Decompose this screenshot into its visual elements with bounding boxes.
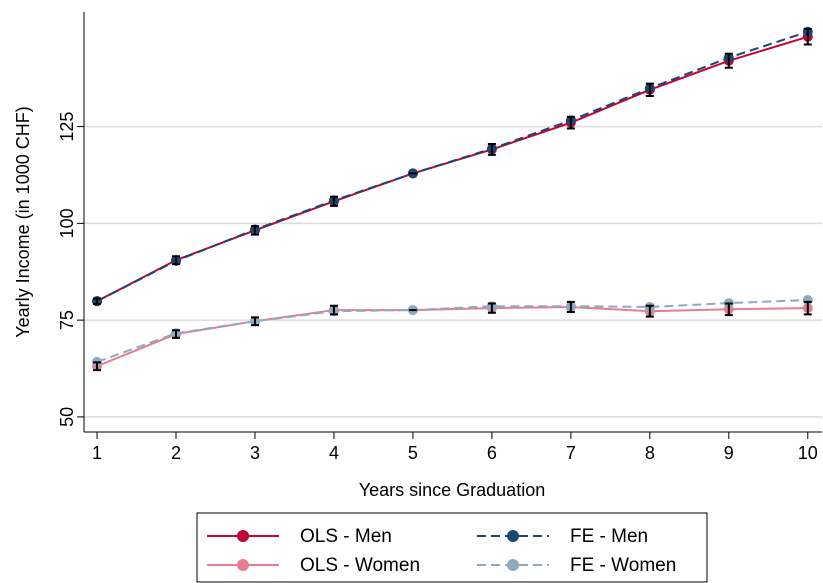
legend-marker xyxy=(237,559,249,571)
error-bar xyxy=(172,255,181,265)
y-tick-label: 50 xyxy=(57,407,77,427)
error-bar xyxy=(329,195,338,207)
x-tick-label: 6 xyxy=(487,443,497,463)
error-bar xyxy=(803,300,812,316)
x-tick-label: 8 xyxy=(645,443,655,463)
x-tick-label: 2 xyxy=(171,443,181,463)
x-tick-label: 7 xyxy=(566,443,576,463)
legend-marker xyxy=(507,530,519,542)
x-tick-label: 10 xyxy=(798,443,818,463)
x-tick-label: 5 xyxy=(408,443,418,463)
x-tick-label: 3 xyxy=(250,443,260,463)
legend-label: FE - Men xyxy=(570,526,648,547)
y-axis-label: Yearly Income (in 1000 CHF) xyxy=(13,106,33,337)
y-tick-label: 100 xyxy=(57,208,77,238)
error-bar xyxy=(487,302,496,314)
error-bar xyxy=(172,329,181,339)
legend-label: OLS - Men xyxy=(300,526,392,547)
error-bar xyxy=(645,82,654,97)
error-bar xyxy=(724,52,733,69)
error-bar xyxy=(645,304,654,318)
error-bar xyxy=(250,316,259,327)
x-tick-label: 1 xyxy=(92,443,102,463)
x-axis-label: Years since Graduation xyxy=(359,480,545,500)
legend-label: FE - Women xyxy=(570,555,676,576)
x-tick-label: 9 xyxy=(724,443,734,463)
y-tick-label: 125 xyxy=(57,112,77,142)
error-bar xyxy=(93,297,102,305)
error-bar xyxy=(487,143,496,156)
legend-box xyxy=(196,512,708,583)
legend-marker xyxy=(237,530,249,542)
y-tick-label: 75 xyxy=(57,310,77,330)
series-line xyxy=(96,30,809,303)
legend-label: OLS - Women xyxy=(300,555,420,576)
x-tick-label: 4 xyxy=(329,443,339,463)
error-bar xyxy=(566,115,575,130)
error-bar xyxy=(803,28,812,46)
error-bar xyxy=(250,225,259,236)
error-bar xyxy=(93,361,102,372)
error-bar xyxy=(724,302,733,317)
series-line xyxy=(96,305,808,368)
legend-marker xyxy=(507,559,519,571)
error-bar xyxy=(566,300,575,313)
error-bar xyxy=(329,304,338,316)
